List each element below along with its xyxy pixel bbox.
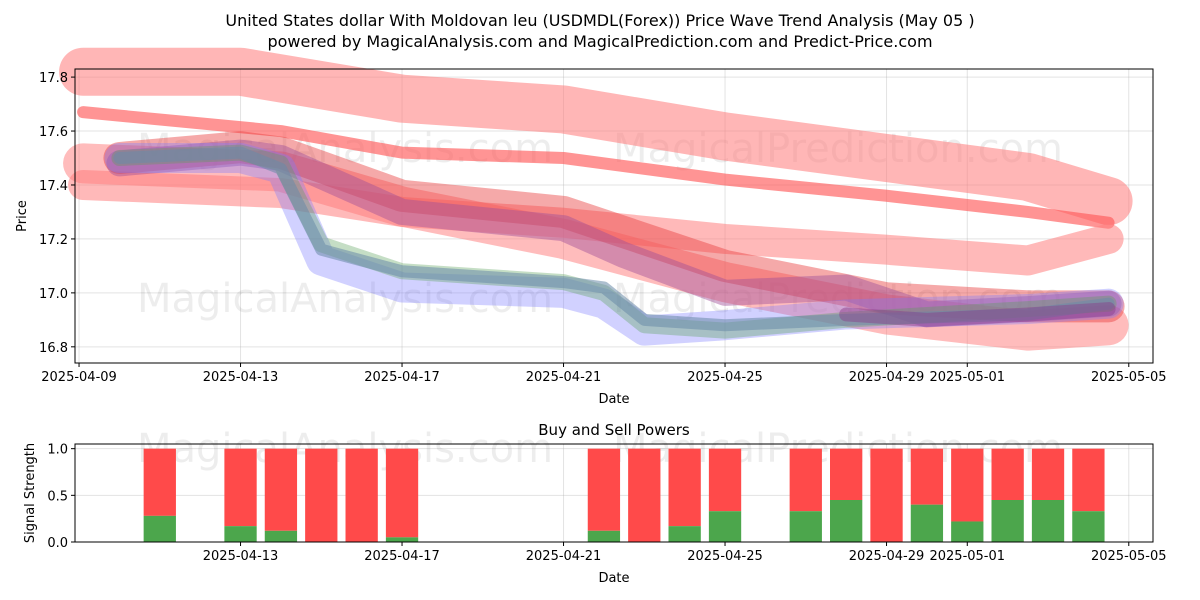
price-x-tick-label: 2025-04-21 (526, 370, 602, 385)
sell-power-bar (345, 448, 378, 542)
buy-power-bar (385, 537, 419, 542)
signal-chart: Buy and Sell Powers MagicalAnalysis.com … (23, 421, 1167, 586)
buy-power-bar (224, 526, 257, 542)
sell-power-bar (910, 448, 944, 505)
buy-power-bar (951, 521, 984, 542)
price-y-tick-label: 17.8 (39, 71, 68, 86)
watermark-left-bottom: MagicalAnalysis.com (137, 426, 553, 472)
signal-axis-ticks: 2025-04-13 2025-04-17 2025-04-21 2025-04-25… (47, 443, 1166, 564)
price-series-wave-slate (113, 146, 1115, 332)
signal-x-tick-label: 2025-05-01 (929, 549, 1005, 564)
sell-power-bar (668, 448, 701, 527)
sell-power-bar (1031, 448, 1065, 500)
price-axis-ticks: 2025-04-09 2025-04-13 2025-04-17 2025-04-21… (39, 71, 1167, 385)
buy-power-bar (830, 500, 863, 542)
price-x-tick-label: 2025-05-05 (1091, 370, 1167, 385)
signal-x-tick-label: 2025-04-25 (687, 549, 763, 564)
sell-power-bar (143, 448, 176, 516)
sell-power-bar (951, 448, 984, 522)
price-series-trend-upper (77, 106, 1115, 229)
buy-power-bar (143, 515, 176, 542)
signal-x-tick-label: 2025-05-05 (1091, 549, 1167, 564)
signal-y-tick-label: 0.5 (47, 489, 68, 504)
signal-y-axis-label: Signal Strength (23, 443, 38, 543)
sell-power-bar (264, 448, 298, 531)
sell-power-bar (1072, 448, 1105, 512)
price-y-tick-label: 17.2 (39, 233, 68, 248)
price-series-wave-red (103, 131, 1125, 323)
sell-power-bar (385, 448, 419, 538)
sell-power-bar (870, 448, 903, 542)
signal-y-tick-label: 0.0 (47, 536, 68, 551)
sell-power-bar (708, 448, 742, 512)
buy-power-bar (1072, 511, 1105, 542)
price-chart: MagicalAnalysis.com MagicalPrediction.co… (15, 47, 1167, 407)
buy-power-bar (1031, 500, 1065, 542)
buy-power-bar (708, 511, 742, 542)
price-y-tick-label: 17.0 (39, 287, 68, 302)
buy-power-bar (991, 500, 1024, 542)
price-y-tick-label: 16.8 (39, 341, 68, 356)
price-series-group (59, 47, 1133, 351)
price-x-axis-label: Date (598, 392, 629, 407)
signal-y-tick-label: 1.0 (47, 443, 68, 458)
price-series-upper-band (59, 47, 1133, 226)
buy-power-bar (668, 526, 701, 542)
sell-power-bar (305, 448, 338, 542)
price-x-tick-label: 2025-04-09 (41, 370, 117, 385)
signal-x-tick-label: 2025-04-21 (526, 549, 602, 564)
sell-power-bar (830, 448, 863, 500)
buy-power-bar (264, 530, 298, 542)
buy-power-bar (587, 530, 621, 542)
sell-power-bar (587, 448, 621, 531)
signal-x-axis-label: Date (598, 571, 629, 586)
price-y-tick-label: 17.4 (39, 179, 68, 194)
sell-power-bar (991, 448, 1024, 500)
price-x-tick-label: 2025-04-29 (849, 370, 925, 385)
buy-power-bar (910, 504, 944, 542)
price-x-tick-label: 2025-04-13 (203, 370, 279, 385)
signal-chart-title: Buy and Sell Powers (538, 421, 690, 439)
chart-title: United States dollar With Moldovan leu (… (225, 11, 974, 30)
price-y-tick-label: 17.6 (39, 125, 68, 140)
sell-power-bar (628, 448, 661, 542)
signal-x-tick-label: 2025-04-13 (203, 549, 279, 564)
signal-bars-group (143, 448, 1105, 542)
price-x-tick-label: 2025-05-01 (929, 370, 1005, 385)
price-plot-frame (74, 68, 1154, 364)
signal-plot-frame (74, 443, 1154, 543)
signal-x-tick-label: 2025-04-29 (849, 549, 925, 564)
chart-subtitle: powered by MagicalAnalysis.com and Magic… (267, 32, 932, 51)
price-y-axis-label: Price (15, 200, 30, 232)
price-x-tick-label: 2025-04-17 (364, 370, 440, 385)
buy-power-bar (789, 511, 822, 542)
price-series-lower-band (63, 143, 1129, 351)
watermark-left-middle: MagicalAnalysis.com (137, 276, 553, 322)
sell-power-bar (224, 448, 257, 527)
signal-x-tick-label: 2025-04-17 (364, 549, 440, 564)
price-x-tick-label: 2025-04-25 (687, 370, 763, 385)
price-series-wave-violet (839, 302, 1116, 327)
sell-power-bar (789, 448, 822, 512)
